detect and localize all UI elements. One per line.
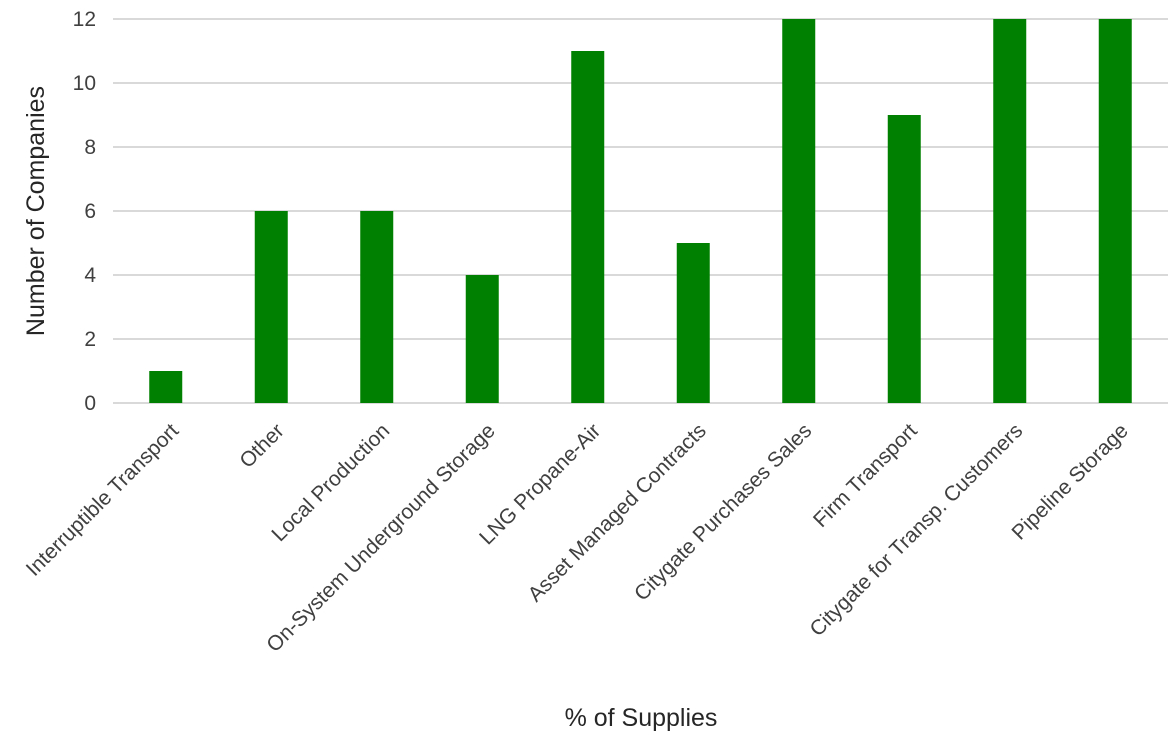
bar: [465, 275, 499, 403]
bar: [993, 19, 1027, 403]
x-category-label: On-System Underground Storage: [262, 419, 499, 656]
gridlines: [113, 18, 1168, 404]
y-tick-label: 10: [73, 72, 96, 95]
x-category-label: Citygate Purchases Sales: [630, 419, 816, 605]
y-tick-label: 4: [84, 264, 96, 287]
x-category-label: Asset Managed Contracts: [524, 419, 711, 606]
x-category-label: Citygate for Transp. Customers: [806, 419, 1028, 641]
bar: [676, 243, 710, 403]
y-tick-label: 8: [84, 136, 96, 159]
bar: [782, 19, 816, 403]
x-category-label: Pipeline Storage: [1008, 419, 1133, 544]
x-axis-title: % of Supplies: [565, 704, 718, 732]
y-tick-labels: 0 2 4 6 8 10 12: [73, 8, 97, 415]
bar: [254, 211, 288, 403]
x-category-label: Firm Transport: [809, 419, 922, 532]
y-tick-label: 6: [84, 200, 96, 223]
bar: [1098, 19, 1132, 403]
bar: [149, 371, 183, 403]
bar: [571, 51, 605, 403]
x-category-label: Other: [235, 419, 288, 472]
bar: [887, 115, 921, 403]
y-tick-label: 0: [84, 392, 96, 415]
bar: [360, 211, 394, 403]
y-tick-label: 12: [73, 8, 96, 31]
y-axis-title: Number of Companies: [22, 86, 50, 336]
bars: [149, 19, 1132, 403]
y-tick-label: 2: [84, 328, 96, 351]
x-category-label: Interruptible Transport: [22, 419, 184, 581]
